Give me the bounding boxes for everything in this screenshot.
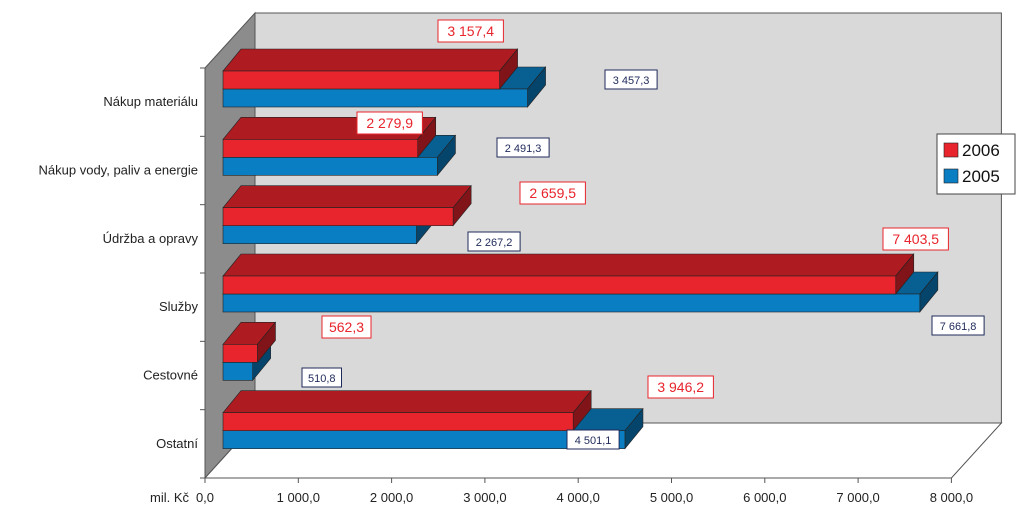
data-label-2006: 7 403,5 — [882, 227, 949, 251]
x-tick-label: 5 000,0 — [650, 490, 693, 505]
data-label-box — [467, 231, 521, 252]
bar-2006 — [222, 48, 519, 90]
data-label-text: 510,8 — [308, 373, 336, 385]
bar-front-face — [222, 157, 438, 176]
bar-top-face — [222, 48, 519, 72]
data-label-text: 3 946,2 — [657, 379, 704, 395]
bar-front-face — [222, 207, 454, 226]
data-label-2006: 3 157,4 — [437, 19, 504, 43]
data-label-text: 2 659,5 — [529, 185, 576, 201]
data-label-box — [519, 181, 586, 205]
bar-2006 — [222, 184, 472, 227]
legend-label-2006: 2006 — [962, 141, 1000, 160]
x-tick-label: 0,0 — [196, 490, 214, 505]
data-label-2006: 3 946,2 — [647, 375, 714, 399]
data-label-text: 2 279,9 — [366, 115, 413, 131]
data-label-box — [437, 19, 504, 43]
data-label-box — [356, 111, 423, 135]
category-label: Nákup materiálu — [103, 94, 198, 109]
data-label-box — [931, 315, 985, 336]
x-tick-label: 4 000,0 — [557, 490, 600, 505]
data-label-text: 2 267,2 — [476, 237, 513, 249]
data-label-box — [882, 227, 949, 251]
data-label-text: 7 661,8 — [940, 321, 977, 333]
x-tick-label: 8 000,0 — [930, 490, 973, 505]
category-label: Ostatní — [156, 436, 198, 451]
data-label-2006: 562,3 — [321, 315, 372, 339]
bar-front-face — [222, 88, 528, 108]
data-label-box — [321, 315, 372, 339]
data-label-2005: 510,8 — [301, 367, 342, 388]
bar-front-face — [222, 139, 419, 158]
data-label-box — [301, 367, 342, 388]
x-axis: 0,0 1 000,0 2 000,0 3 000,0 4 000,0 5 000,0 6 … — [196, 477, 973, 505]
bar-top-face — [222, 253, 915, 277]
category-label: Nákup vody, paliv a energie — [39, 163, 198, 178]
data-label-text: 4 501,1 — [575, 435, 612, 447]
legend-swatch-2005 — [943, 168, 959, 184]
data-label-text: 7 403,5 — [892, 231, 939, 247]
data-label-2005: 4 501,1 — [566, 429, 620, 450]
data-label-text: 3 457,3 — [613, 75, 650, 87]
data-label-2005: 2 267,2 — [467, 231, 521, 252]
bar-2006 — [222, 389, 592, 432]
data-label-2005: 7 661,8 — [931, 315, 985, 336]
x-tick-label: 1 000,0 — [277, 490, 320, 505]
x-tick-label: 2 000,0 — [370, 490, 413, 505]
data-label-2006: 2 659,5 — [519, 181, 586, 205]
category-label: Údržba a opravy — [103, 231, 199, 246]
data-label-2005: 2 491,3 — [496, 137, 550, 158]
legend-box — [936, 133, 1016, 195]
x-tick-label: 7 000,0 — [836, 490, 879, 505]
data-labels-group: 3 157,4 3 457,3 2 279,9 2 491,3 2 659,5 2 267… — [301, 19, 985, 450]
bar-front-face — [222, 225, 417, 244]
data-label-text: 562,3 — [329, 319, 364, 335]
data-label-text: 3 157,4 — [447, 23, 494, 39]
bars-group — [222, 48, 939, 450]
bar-front-face — [222, 362, 253, 381]
bar-front-face — [222, 70, 500, 90]
x-tick-label: 3 000,0 — [463, 490, 506, 505]
bar-2006 — [222, 321, 277, 364]
x-axis-unit-label: mil. Kč — [150, 490, 190, 505]
category-label: Cestovné — [143, 368, 198, 383]
bar-front-face — [222, 293, 921, 313]
legend-swatch-2006 — [943, 142, 959, 158]
x-tick-label: 6 000,0 — [743, 490, 786, 505]
bar-front-face — [222, 275, 897, 295]
data-label-box — [647, 375, 714, 399]
legend-label-2005: 2005 — [962, 167, 1000, 186]
bar-front-face — [222, 430, 626, 449]
category-label: Služby — [159, 299, 199, 314]
bar-top-face — [222, 185, 472, 208]
bar-front-face — [222, 344, 258, 363]
bar-top-face — [222, 390, 592, 413]
data-label-box — [496, 137, 550, 158]
data-label-box — [566, 429, 620, 450]
data-label-2006: 2 279,9 — [356, 111, 423, 135]
bar-front-face — [222, 412, 574, 431]
bar-2006 — [222, 253, 915, 295]
y-axis: Nákup materiálu Nákup vody, paliv a energ… — [39, 67, 205, 479]
data-label-text: 2 491,3 — [505, 143, 542, 155]
data-label-2005: 3 457,3 — [604, 69, 658, 90]
legend: 2006 2005 — [936, 133, 1016, 195]
data-label-box — [604, 69, 658, 90]
